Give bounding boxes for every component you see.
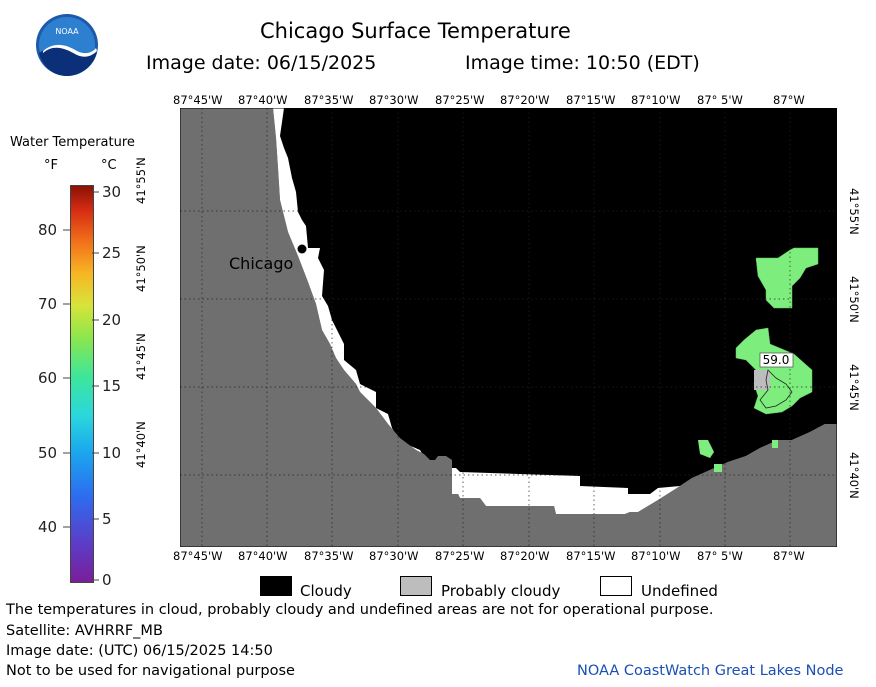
cloud-area xyxy=(280,108,837,494)
lon-label: 87°45'W xyxy=(173,93,223,107)
lon-label: 87° 5'W xyxy=(697,549,743,563)
lat-label: 41°55'N xyxy=(134,157,148,204)
colorbar-c-tick: 25 xyxy=(102,244,122,262)
undefined-label: Undefined xyxy=(641,582,718,600)
cloudy-label: Cloudy xyxy=(300,582,352,600)
lon-label: 87°30'W xyxy=(369,549,419,563)
colorbar-c-tick: 5 xyxy=(102,510,112,528)
lon-label: 87°W xyxy=(773,549,805,563)
lon-label: 87°10'W xyxy=(631,93,681,107)
colorbar-f-tick: 50 xyxy=(38,444,58,462)
lon-label: 87°40'W xyxy=(238,549,288,563)
image-time: Image time: 10:50 (EDT) xyxy=(465,52,700,74)
lon-label: 87°40'W xyxy=(238,93,288,107)
noaa-logo: NOAA xyxy=(36,14,98,76)
lat-label: 41°50'N xyxy=(847,276,861,323)
lat-label: 41°45'N xyxy=(134,333,148,380)
colorbar-ticks xyxy=(63,191,99,581)
colorbar-f-tick: 40 xyxy=(38,518,58,536)
colorbar-f-tick: 80 xyxy=(38,221,58,239)
lon-label: 87°35'W xyxy=(304,93,354,107)
chicago-marker xyxy=(297,244,307,254)
lon-label: 87°W xyxy=(773,93,805,107)
disclaimer: The temperatures in cloud, probably clou… xyxy=(6,602,714,618)
map: 59.0 Chicago xyxy=(180,108,837,547)
lon-label: 87°15'W xyxy=(566,549,616,563)
colorbar-unit-c: °C xyxy=(101,158,117,173)
credit-link[interactable]: NOAA CoastWatch Great Lakes Node xyxy=(577,663,844,679)
temperature-label: 59.0 xyxy=(763,353,790,367)
lon-label: 87°20'W xyxy=(500,549,550,563)
grid-lines xyxy=(180,108,837,547)
svg-text:NOAA: NOAA xyxy=(55,27,79,36)
colorbar-f-tick: 70 xyxy=(38,295,58,313)
lon-label: 87°35'W xyxy=(304,549,354,563)
utc-date: Image date: (UTC) 06/15/2025 14:50 xyxy=(6,643,273,659)
lat-label: 41°45'N xyxy=(847,364,861,411)
lon-label: 87°10'W xyxy=(631,549,681,563)
colorbar-f-tick: 60 xyxy=(38,369,58,387)
lon-label: 87°15'W xyxy=(566,93,616,107)
colorbar-c-tick: 0 xyxy=(102,571,112,589)
satellite-info: Satellite: AVHRRF_MB xyxy=(6,623,163,639)
undefined-swatch xyxy=(600,576,632,596)
water-temp-patch xyxy=(714,464,722,472)
lon-label: 87° 5'W xyxy=(697,93,743,107)
lat-label: 41°40'N xyxy=(134,421,148,468)
lat-label: 41°50'N xyxy=(134,245,148,292)
colorbar-c-tick: 30 xyxy=(102,183,122,201)
lon-label: 87°25'W xyxy=(435,93,485,107)
lon-label: 87°25'W xyxy=(435,549,485,563)
shoreline xyxy=(180,108,837,547)
colorbar-unit-f: °F xyxy=(44,158,58,173)
lon-label: 87°45'W xyxy=(173,549,223,563)
cloudy-swatch xyxy=(260,576,292,596)
city-label: Chicago xyxy=(229,254,293,273)
probably-cloudy-label: Probably cloudy xyxy=(441,582,561,600)
lat-label: 41°55'N xyxy=(847,188,861,235)
colorbar-title: Water Temperature xyxy=(10,135,135,150)
navigation-warning: Not to be used for navigational purpose xyxy=(6,663,295,679)
lon-label: 87°30'W xyxy=(369,93,419,107)
colorbar-c-tick: 20 xyxy=(102,311,122,329)
colorbar-c-tick: 15 xyxy=(102,377,122,395)
water-temp-patch xyxy=(755,247,819,309)
lon-label: 87°20'W xyxy=(500,93,550,107)
probably-cloudy-patch xyxy=(754,370,770,390)
page-title: Chicago Surface Temperature xyxy=(260,19,571,43)
colorbar xyxy=(70,185,94,583)
water-temp-patch xyxy=(772,440,778,448)
water-temp-patch xyxy=(698,440,714,458)
colorbar-c-tick: 10 xyxy=(102,444,122,462)
probably-cloudy-swatch xyxy=(400,576,432,596)
image-date: Image date: 06/15/2025 xyxy=(146,52,377,74)
lat-label: 41°40'N xyxy=(847,452,861,499)
